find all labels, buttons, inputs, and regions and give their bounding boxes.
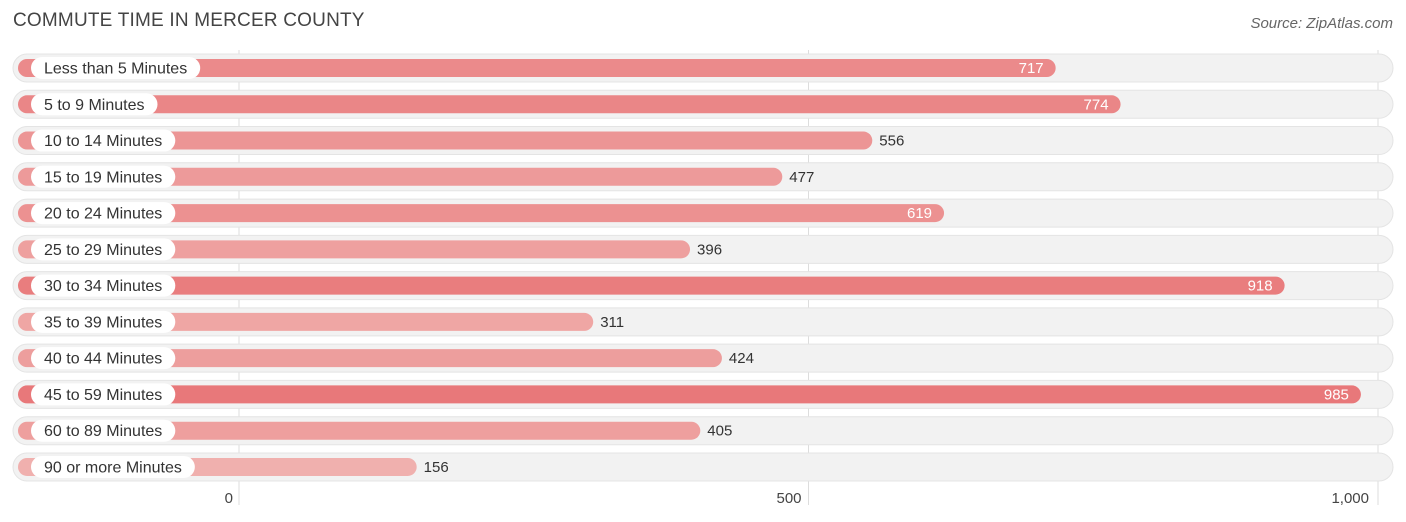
bar-row: 5 to 9 Minutes 774 xyxy=(12,89,1394,119)
category-label-pill xyxy=(31,129,176,152)
value-label: 918 xyxy=(1248,278,1273,295)
value-label: 774 xyxy=(1084,96,1109,113)
category-label-pill xyxy=(31,202,176,225)
category-label: Less than 5 Minutes xyxy=(44,61,187,78)
value-label: 717 xyxy=(1019,60,1044,77)
bar-row: 25 to 29 Minutes 396 xyxy=(12,234,1394,264)
bar[interactable] xyxy=(18,276,1285,295)
category-label-pill xyxy=(31,165,176,188)
bar[interactable] xyxy=(18,385,1361,404)
value-label: 477 xyxy=(789,169,814,186)
bar-row: 30 to 34 Minutes 918 xyxy=(12,271,1394,301)
category-label: 45 to 59 Minutes xyxy=(44,387,162,404)
category-label: 30 to 34 Minutes xyxy=(44,278,162,295)
category-label-pill xyxy=(31,383,176,406)
bar-row: 40 to 44 Minutes 424 xyxy=(12,343,1394,373)
bar[interactable] xyxy=(18,59,1056,77)
value-label: 405 xyxy=(707,423,732,440)
category-label: 90 or more Minutes xyxy=(44,459,182,476)
category-label-pill xyxy=(31,347,176,370)
category-label: 15 to 19 Minutes xyxy=(44,169,162,186)
bar-row: 45 to 59 Minutes 985 xyxy=(12,379,1394,409)
bar-row: 15 to 19 Minutes 477 xyxy=(12,162,1394,192)
value-label: 619 xyxy=(907,205,932,222)
bar-row: 90 or more Minutes 156 xyxy=(12,452,1394,482)
bar-row: 35 to 39 Minutes 311 xyxy=(12,307,1394,337)
bar-row: 20 to 24 Minutes 619 xyxy=(12,198,1394,228)
value-label: 311 xyxy=(600,314,624,331)
bar-row: 10 to 14 Minutes 556 xyxy=(12,126,1394,156)
x-tick-label: 1,000 xyxy=(1331,490,1369,507)
value-label: 424 xyxy=(729,350,754,367)
bar[interactable] xyxy=(18,95,1121,114)
category-label: 35 to 39 Minutes xyxy=(44,314,162,331)
value-label: 396 xyxy=(697,241,722,258)
bar[interactable] xyxy=(18,167,783,186)
category-label-pill xyxy=(31,419,176,442)
category-label-pill xyxy=(31,238,176,261)
bar[interactable] xyxy=(18,349,722,368)
category-label: 5 to 9 Minutes xyxy=(44,97,145,114)
bar-row: 60 to 89 Minutes 405 xyxy=(12,416,1394,446)
value-label: 556 xyxy=(879,133,904,150)
chart-title: COMMUTE TIME IN MERCER COUNTY xyxy=(13,10,365,31)
category-label-pill xyxy=(31,310,176,333)
bar-row: Less than 5 Minutes 717 xyxy=(12,53,1394,83)
bar[interactable] xyxy=(18,421,701,440)
x-tick-label: 500 xyxy=(777,490,802,507)
x-axis-ticks: 0 500 1,000 xyxy=(225,490,1369,507)
value-label: 985 xyxy=(1324,386,1349,403)
bar[interactable] xyxy=(18,240,691,259)
category-label: 10 to 14 Minutes xyxy=(44,133,162,150)
category-label-pill xyxy=(31,455,195,478)
category-label: 25 to 29 Minutes xyxy=(44,242,162,259)
category-label-pill xyxy=(31,274,176,297)
category-label: 20 to 24 Minutes xyxy=(44,206,162,223)
bar-rows: Less than 5 Minutes 717 5 to 9 Minutes 774 1… xyxy=(12,53,1394,482)
category-label: 40 to 44 Minutes xyxy=(44,351,162,368)
category-label-pill xyxy=(31,57,201,79)
category-label-pill xyxy=(31,93,158,116)
bar[interactable] xyxy=(18,131,873,150)
bar[interactable] xyxy=(18,204,945,223)
value-label: 156 xyxy=(424,459,449,476)
x-tick-label: 0 xyxy=(225,490,233,507)
category-label: 60 to 89 Minutes xyxy=(44,423,162,440)
source-credit: Source: ZipAtlas.com xyxy=(1250,15,1393,32)
